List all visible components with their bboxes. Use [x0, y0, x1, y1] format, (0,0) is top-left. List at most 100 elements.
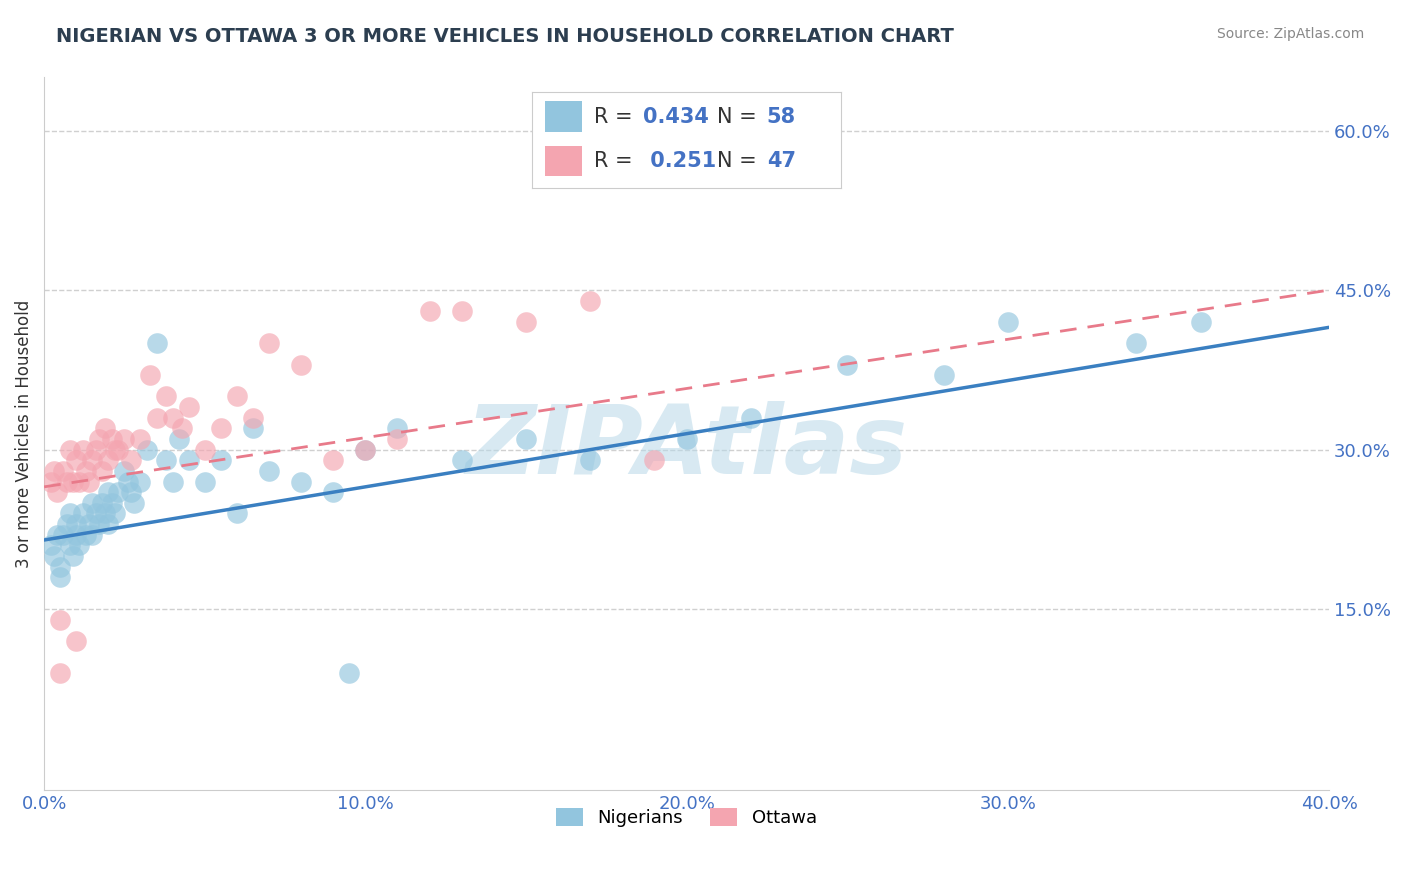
Point — [290, 358, 312, 372]
Point — [97, 453, 120, 467]
Point — [997, 315, 1019, 329]
Point — [145, 410, 167, 425]
Point — [46, 527, 69, 541]
Point — [139, 368, 162, 383]
Point — [145, 336, 167, 351]
Point — [112, 464, 135, 478]
Point — [52, 527, 75, 541]
Point — [65, 634, 87, 648]
Point — [94, 421, 117, 435]
Point — [122, 496, 145, 510]
Text: Source: ZipAtlas.com: Source: ZipAtlas.com — [1216, 27, 1364, 41]
Point — [387, 432, 409, 446]
Point — [77, 517, 100, 532]
Point — [62, 549, 84, 563]
Point — [162, 475, 184, 489]
Point — [69, 538, 91, 552]
Point — [65, 527, 87, 541]
Point — [97, 517, 120, 532]
Text: NIGERIAN VS OTTAWA 3 OR MORE VEHICLES IN HOUSEHOLD CORRELATION CHART: NIGERIAN VS OTTAWA 3 OR MORE VEHICLES IN… — [56, 27, 955, 45]
Point — [290, 475, 312, 489]
Point — [322, 485, 344, 500]
Point — [337, 665, 360, 680]
Point — [97, 485, 120, 500]
Point — [135, 442, 157, 457]
Point — [69, 475, 91, 489]
Point — [59, 538, 82, 552]
Point — [49, 570, 72, 584]
Point — [46, 485, 69, 500]
Point — [579, 453, 602, 467]
Point — [515, 315, 537, 329]
Point — [643, 453, 665, 467]
Point — [65, 453, 87, 467]
Point — [49, 613, 72, 627]
Point — [104, 507, 127, 521]
Point — [354, 442, 377, 457]
Point — [194, 442, 217, 457]
Point — [225, 389, 247, 403]
Point — [52, 464, 75, 478]
Point — [87, 517, 110, 532]
Point — [837, 358, 859, 372]
Point — [72, 442, 94, 457]
Point — [257, 336, 280, 351]
Point — [117, 475, 139, 489]
Point — [167, 432, 190, 446]
Point — [42, 549, 65, 563]
Point — [177, 400, 200, 414]
Point — [209, 453, 232, 467]
Point — [84, 507, 107, 521]
Point — [387, 421, 409, 435]
Point — [87, 432, 110, 446]
Point — [225, 507, 247, 521]
Point — [675, 432, 697, 446]
Point — [94, 507, 117, 521]
Point — [90, 496, 112, 510]
Point — [932, 368, 955, 383]
Point — [1125, 336, 1147, 351]
Point — [740, 410, 762, 425]
Point — [242, 421, 264, 435]
Point — [75, 527, 97, 541]
Point — [107, 485, 129, 500]
Point — [107, 442, 129, 457]
Point — [100, 496, 122, 510]
Point — [579, 293, 602, 308]
Point — [82, 496, 104, 510]
Point — [257, 464, 280, 478]
Point — [84, 442, 107, 457]
Point — [72, 507, 94, 521]
Point — [49, 559, 72, 574]
Point — [59, 507, 82, 521]
Point — [155, 453, 177, 467]
Y-axis label: 3 or more Vehicles in Household: 3 or more Vehicles in Household — [15, 300, 32, 568]
Point — [515, 432, 537, 446]
Point — [419, 304, 441, 318]
Point — [450, 453, 472, 467]
Text: ZIPAtlas: ZIPAtlas — [465, 401, 908, 494]
Point — [129, 475, 152, 489]
Point — [82, 527, 104, 541]
Point — [177, 453, 200, 467]
Legend: Nigerians, Ottawa: Nigerians, Ottawa — [548, 800, 824, 834]
Point — [55, 475, 77, 489]
Point — [162, 410, 184, 425]
Point — [42, 464, 65, 478]
Point — [120, 453, 142, 467]
Point — [1189, 315, 1212, 329]
Point — [75, 464, 97, 478]
Point — [39, 475, 62, 489]
Point — [77, 475, 100, 489]
Point — [172, 421, 194, 435]
Point — [59, 442, 82, 457]
Point — [120, 485, 142, 500]
Point — [242, 410, 264, 425]
Point — [55, 517, 77, 532]
Point — [90, 464, 112, 478]
Point — [450, 304, 472, 318]
Point — [82, 453, 104, 467]
Point — [65, 517, 87, 532]
Point — [62, 475, 84, 489]
Point — [354, 442, 377, 457]
